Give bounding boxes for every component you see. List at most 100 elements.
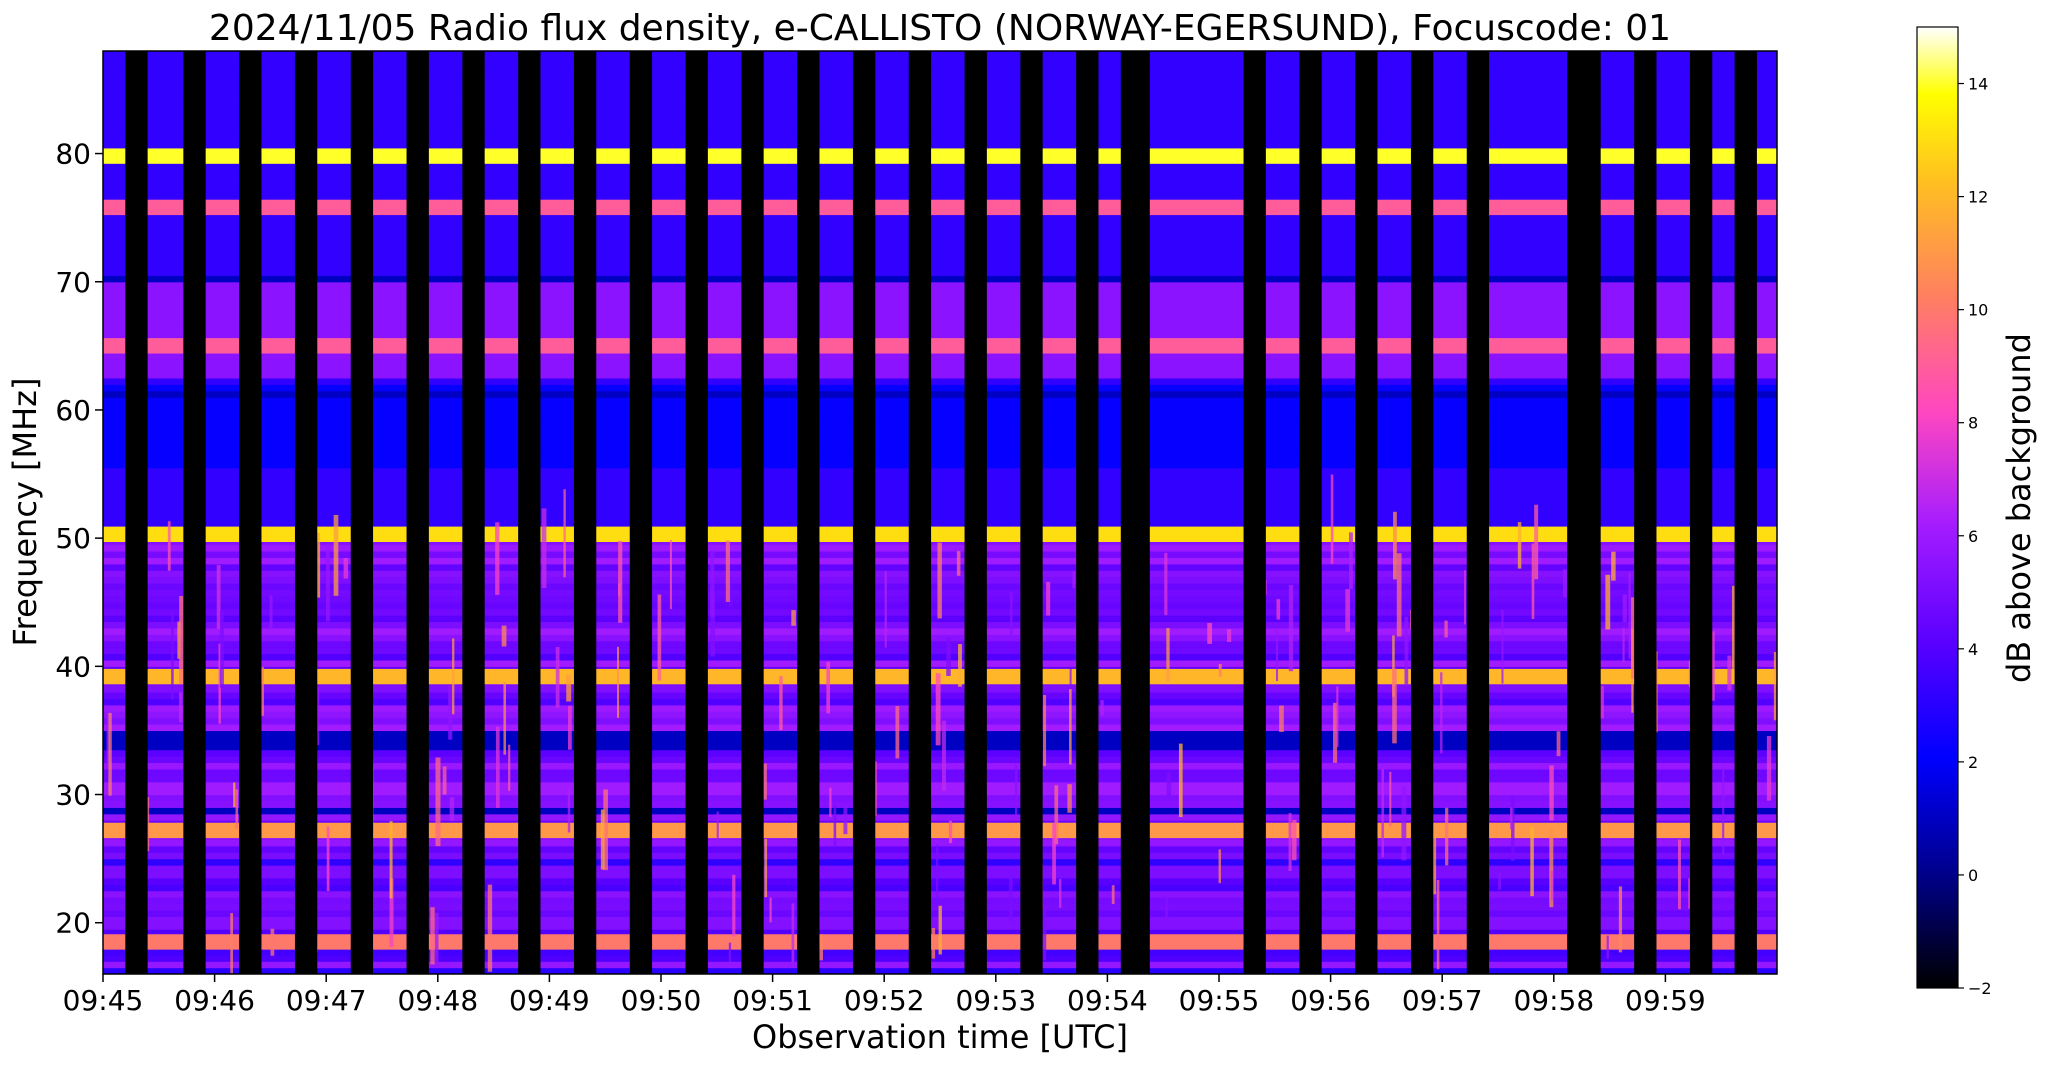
noise-streak (1072, 570, 1076, 589)
noise-streak (669, 540, 672, 610)
noise-streak (728, 942, 732, 962)
band-strip (103, 884, 1777, 892)
band-strip (103, 967, 1777, 974)
band-strip (103, 653, 1777, 661)
noise-streak (448, 685, 453, 740)
noise-streak (270, 928, 275, 956)
band-strip (103, 358, 1777, 366)
noise-streak (1218, 664, 1222, 677)
colorbar-tick-label: 8 (1968, 414, 1978, 433)
band-strip (103, 621, 1777, 629)
band-strip (103, 800, 1777, 808)
data-gap (1466, 51, 1490, 974)
noise-streak (895, 706, 900, 759)
noise-streak (177, 621, 181, 659)
data-gap (629, 51, 653, 974)
x-tick-label: 09:48 (397, 984, 478, 1017)
band-strip (103, 518, 1777, 526)
noise-streak (617, 646, 620, 718)
noise-streak (389, 878, 394, 948)
band-strip (103, 249, 1777, 257)
noise-streak (1773, 652, 1777, 721)
noise-streak (434, 912, 439, 962)
noise-streak (1042, 695, 1047, 767)
band-strip (103, 467, 1777, 475)
noise-streak (1600, 685, 1604, 719)
x-tick-label: 09:55 (1179, 984, 1260, 1017)
x-tick-label: 09:56 (1290, 984, 1371, 1017)
x-tick-label: 09:58 (1513, 984, 1594, 1017)
x-tick-label: 09:53 (955, 984, 1036, 1017)
band-strip (103, 480, 1777, 488)
noise-streak (1392, 635, 1395, 697)
x-tick-label: 09:49 (509, 984, 590, 1017)
data-gap (797, 51, 820, 974)
noise-streak (1330, 474, 1334, 564)
x-tick-label: 09:52 (844, 984, 925, 1017)
noise-streak (935, 673, 941, 746)
y-tick-label: 30 (55, 779, 91, 812)
noise-streak (1396, 553, 1402, 637)
noise-streak (1498, 872, 1502, 890)
noise-streak (884, 571, 887, 648)
noise-streak (389, 821, 393, 899)
noise-streak (326, 826, 330, 892)
band-strip (103, 140, 1777, 148)
noise-streak (1041, 904, 1047, 961)
colorbar-tick-label: 14 (1968, 75, 1988, 94)
band-strip (103, 294, 1777, 302)
data-gap (685, 51, 708, 974)
noise-streak (1288, 813, 1292, 871)
band-strip (103, 409, 1777, 417)
noise-streak (343, 557, 349, 579)
noise-streak (1389, 771, 1392, 826)
x-tick-label: 09:59 (1625, 984, 1706, 1017)
noise-streak (1381, 768, 1385, 858)
y-tick-label: 40 (55, 650, 91, 683)
y-tick-label: 70 (55, 266, 91, 299)
band-strip (103, 224, 1777, 232)
noise-streak (1440, 672, 1443, 754)
band-strip (103, 807, 1777, 815)
band-strip (103, 506, 1777, 514)
data-gap (1243, 51, 1266, 974)
noise-streak (508, 744, 511, 791)
noise-streak (1014, 764, 1018, 816)
noise-streak (937, 542, 942, 619)
noise-streak (452, 638, 455, 715)
band-strip (103, 499, 1777, 507)
noise-streak (325, 543, 330, 622)
band-strip (103, 775, 1777, 783)
noise-streak (233, 782, 236, 808)
band-strip (103, 647, 1777, 655)
noise-streak (333, 514, 339, 596)
noise-streak (1445, 807, 1449, 866)
band-strip (103, 256, 1777, 264)
y-axis-label: Frequency [MHz] (6, 378, 44, 647)
band-strip (103, 474, 1777, 482)
noise-streak (218, 643, 221, 724)
noise-streak (315, 532, 321, 598)
band-strip (103, 743, 1777, 751)
data-gap (294, 51, 318, 974)
noise-streak (725, 540, 730, 602)
noise-streak (1436, 880, 1440, 970)
y-tick-label: 80 (55, 138, 91, 171)
noise-streak (1722, 765, 1725, 855)
band-strip (103, 51, 1777, 59)
noise-streak (179, 596, 184, 685)
noise-streak (1655, 651, 1658, 733)
band-strip (103, 486, 1777, 494)
noise-streak (931, 927, 936, 959)
band-strip (103, 166, 1777, 174)
noise-streak (1164, 896, 1169, 919)
band-strip (103, 217, 1777, 225)
noise-streak (946, 636, 951, 676)
noise-streak (495, 522, 500, 595)
noise-streak (1404, 616, 1409, 686)
noise-streak (1046, 581, 1051, 616)
band-strip (103, 179, 1777, 187)
noise-streak (1534, 504, 1539, 580)
band-strip (103, 781, 1777, 789)
band-strip (103, 108, 1777, 116)
